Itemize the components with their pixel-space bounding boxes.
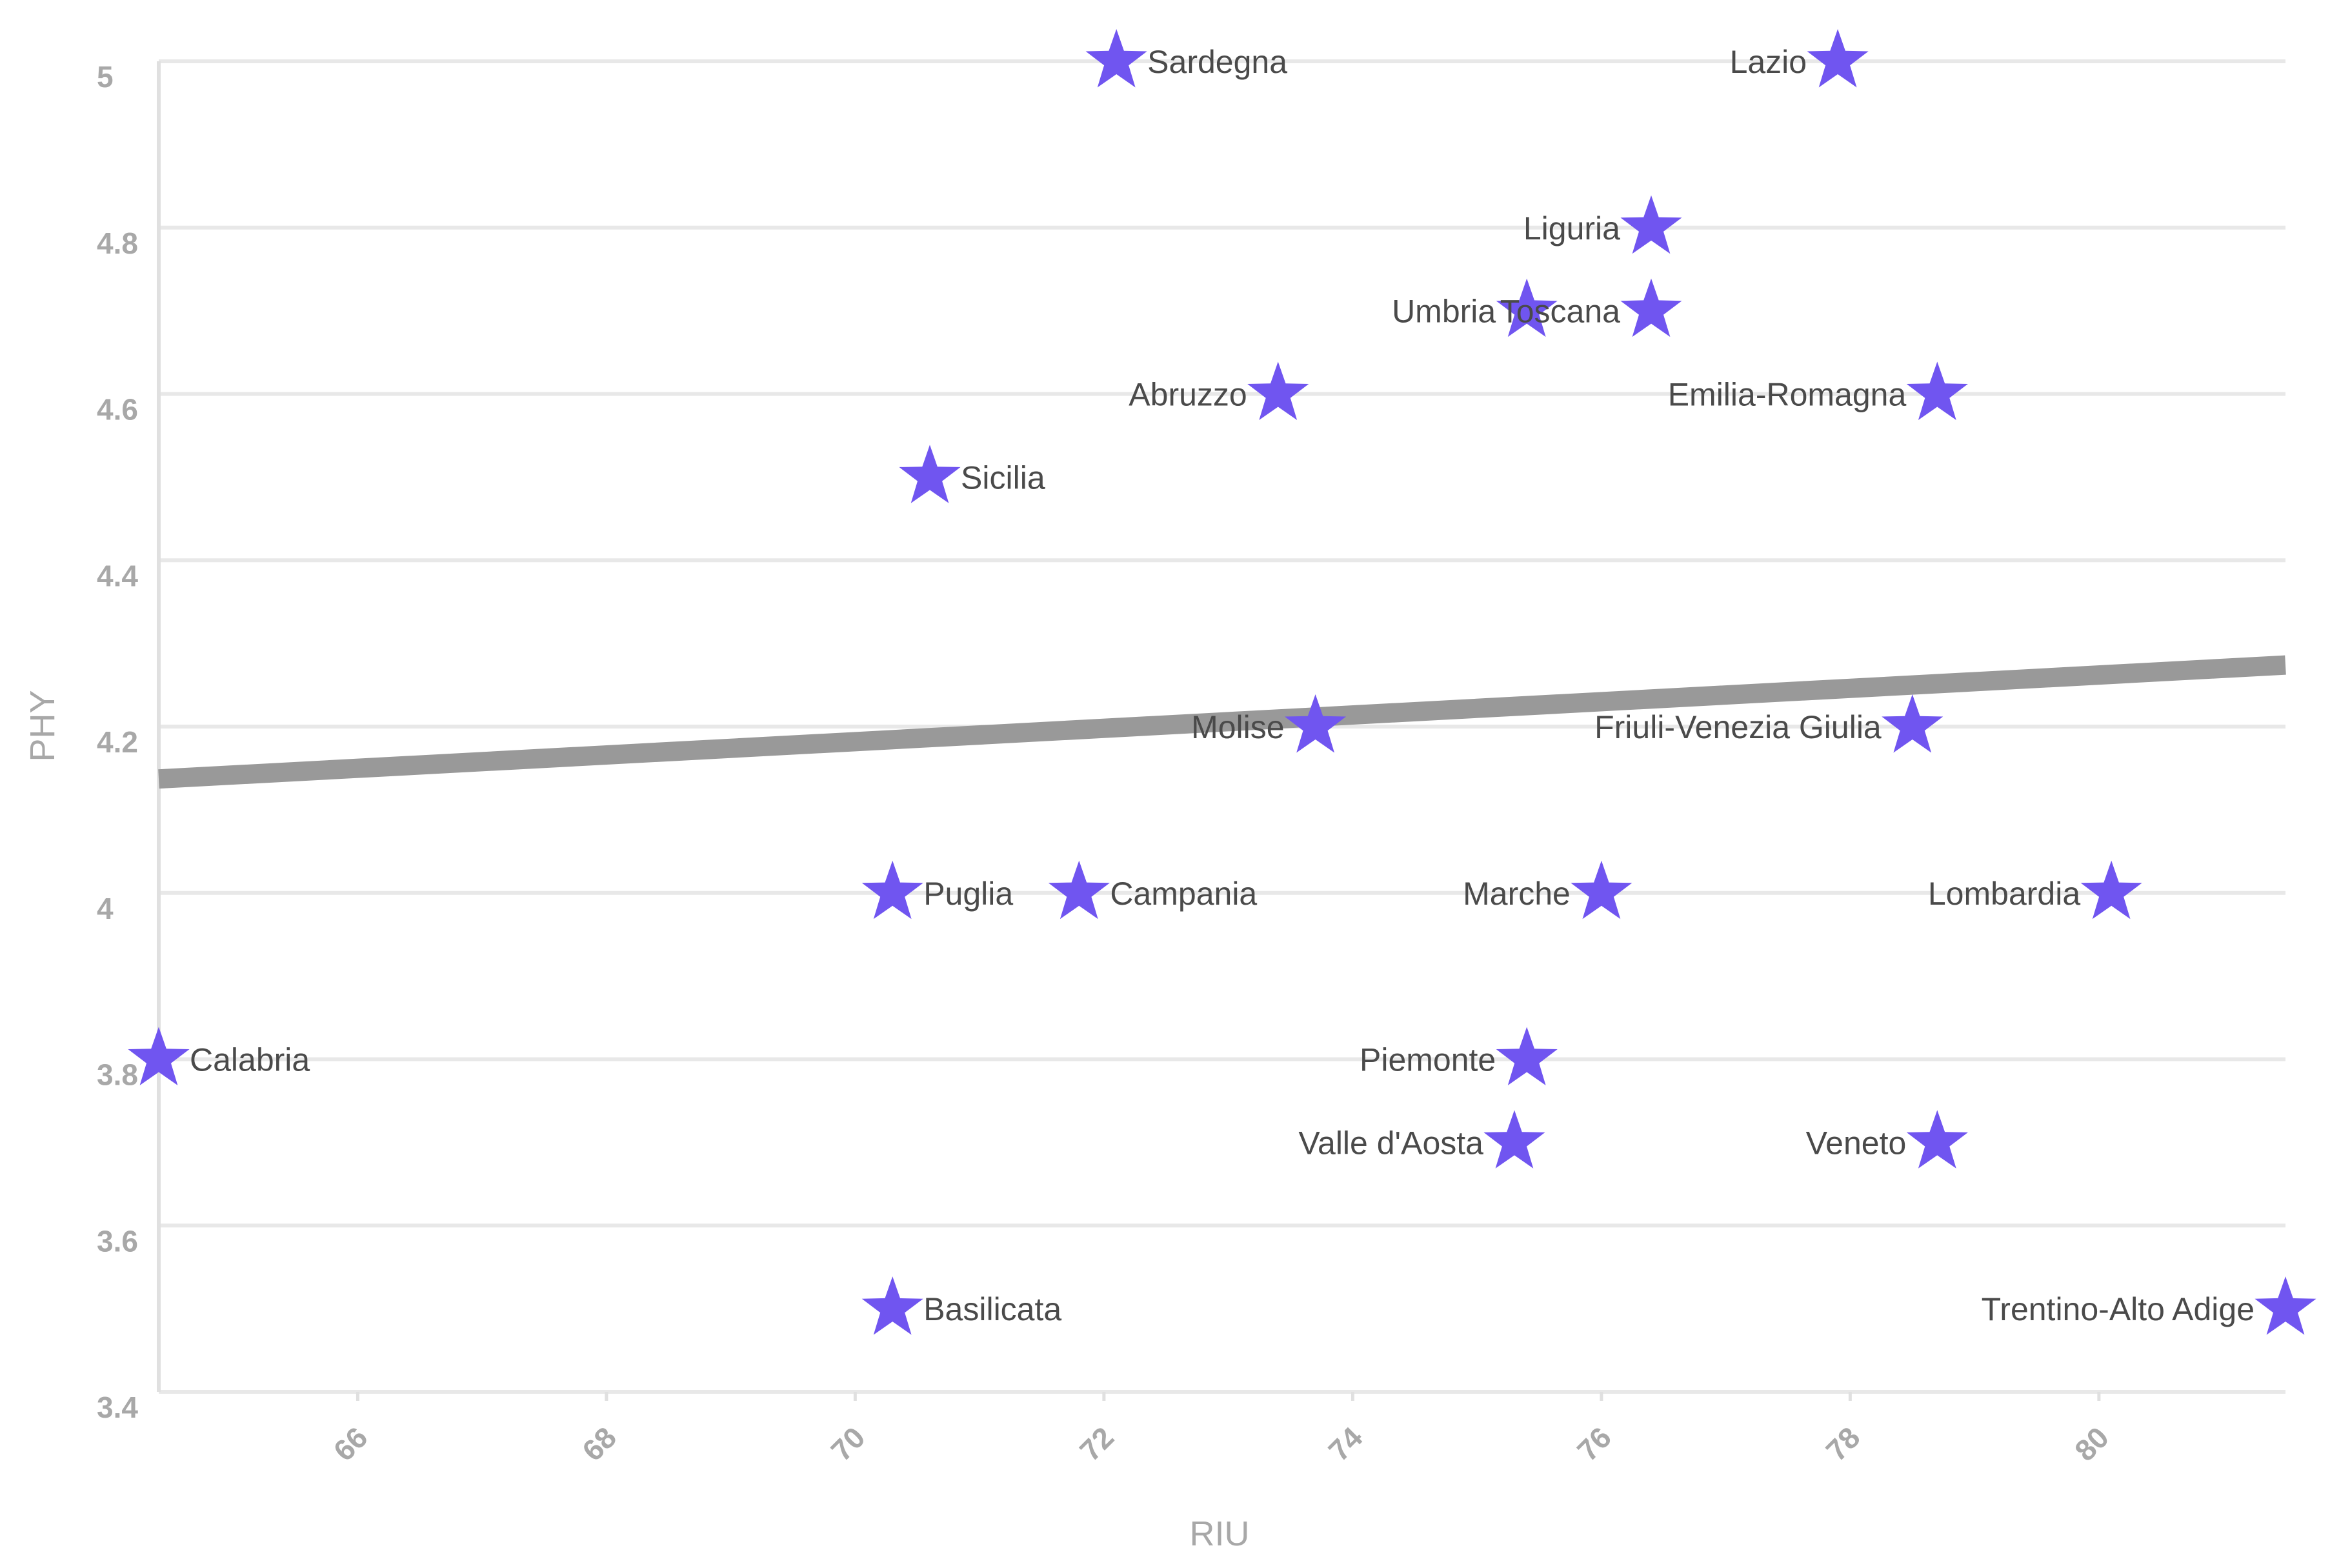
star-marker-lombardia: [2080, 860, 2142, 920]
x-tick-label: 78: [1820, 1420, 1867, 1467]
y-tick-label: 3.6: [97, 1224, 138, 1258]
x-tick-label: 80: [2068, 1420, 2115, 1467]
trend-line: [158, 655, 2286, 789]
star-marker-marche: [1571, 860, 1632, 920]
point-label: Puglia: [923, 876, 1013, 912]
point-label: Emilia-Romagna: [1668, 377, 1907, 413]
axes: [157, 61, 2101, 1401]
point-label: Sicilia: [961, 459, 1045, 496]
trend-line-group: [158, 655, 2286, 789]
point-label: Trentino-Alto Adige: [1982, 1291, 2255, 1327]
x-axis-title: RIU: [1190, 1514, 1250, 1553]
star-marker-abruzzo: [1247, 361, 1309, 420]
point-label: Lombardia: [1928, 876, 2080, 912]
point-label: Basilicata: [923, 1291, 1061, 1327]
star-marker-campania: [1048, 860, 1110, 920]
point-label: Liguria: [1523, 210, 1620, 246]
x-tick-label: 70: [825, 1420, 872, 1467]
x-tick-label: 76: [1571, 1420, 1618, 1467]
point-label: Umbria: [1392, 294, 1496, 330]
x-tick-label: 74: [1322, 1420, 1369, 1467]
star-marker-piemonte: [1496, 1027, 1558, 1085]
star-marker-emilia-romagna: [1906, 361, 1968, 420]
y-tick-label: 4.6: [97, 393, 138, 427]
y-axis-title: PHY: [23, 690, 62, 761]
point-label: Sardegna: [1147, 44, 1287, 80]
x-tick-label: 68: [576, 1420, 623, 1467]
star-marker-basilicata: [861, 1276, 923, 1335]
y-tick-label: 3.8: [97, 1058, 138, 1092]
y-tick-label: 5: [97, 60, 114, 94]
star-marker-liguria: [1620, 195, 1682, 254]
star-marker-toscana: [1620, 278, 1682, 337]
y-tick-label: 4.4: [97, 559, 138, 592]
y-tick-label: 4: [97, 892, 114, 925]
point-label: Calabria: [190, 1042, 310, 1078]
data-points: [128, 29, 2316, 1335]
point-label: Abruzzo: [1129, 377, 1247, 413]
point-label: Molise: [1191, 709, 1284, 745]
y-tick-label: 4.8: [97, 226, 138, 260]
star-marker-sardegna: [1085, 29, 1147, 88]
point-label: Campania: [1110, 876, 1257, 912]
point-label: Lazio: [1730, 44, 1807, 80]
star-marker-sicilia: [899, 445, 961, 503]
x-tick-label: 72: [1073, 1420, 1120, 1467]
x-tick-label: 66: [327, 1420, 374, 1467]
point-label: Toscana: [1500, 294, 1620, 330]
point-label: Veneto: [1806, 1125, 1907, 1161]
point-labels: Sardegna Lazio Liguria Umbria Toscana Abruzzo…: [190, 44, 2255, 1327]
star-marker-valle-d-aosta: [1483, 1110, 1545, 1169]
star-marker-calabria: [128, 1027, 190, 1085]
point-label: Piemonte: [1360, 1042, 1496, 1078]
star-marker-lazio: [1807, 29, 1869, 88]
y-tick-label: 4.2: [97, 725, 138, 759]
star-marker-puglia: [861, 860, 923, 920]
star-marker-friuli-venezia-giulia: [1882, 694, 1943, 753]
star-marker-veneto: [1906, 1110, 1968, 1169]
star-marker-trentino-alto-adige: [2255, 1276, 2316, 1335]
star-marker-molise: [1285, 694, 1347, 753]
point-label: Friuli-Venezia Giulia: [1594, 709, 1882, 745]
point-label: Valle d'Aosta: [1298, 1125, 1483, 1161]
point-label: Marche: [1463, 876, 1571, 912]
star-marker-umbria: [1496, 278, 1558, 337]
y-tick-label: 3.4: [97, 1391, 138, 1424]
